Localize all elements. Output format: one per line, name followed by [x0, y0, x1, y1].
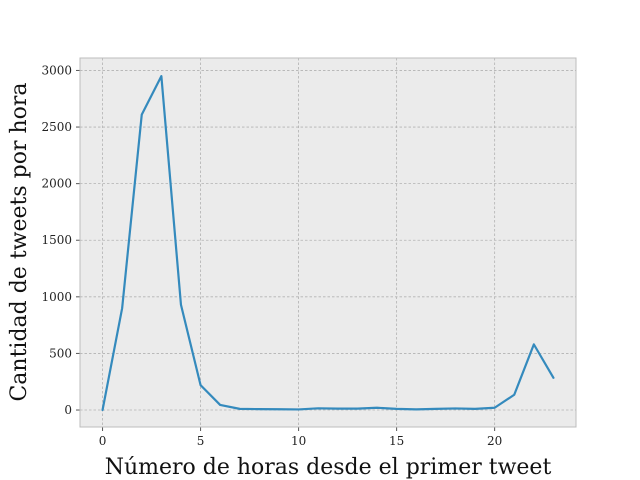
grid-lines: [80, 58, 576, 427]
plot-frame: [79, 57, 577, 428]
series-layer: [101, 75, 555, 412]
x-tick-label: 10: [291, 434, 306, 448]
plot-background: [80, 58, 576, 427]
axis-ticks: 0 5 10 15 20 0 500 1000 1500 2000 2500 3000: [41, 63, 502, 448]
x-axis-title: Número de horas desde el primer tweet: [105, 455, 552, 480]
x-tick-label: 0: [99, 434, 107, 448]
series-line: [101, 75, 555, 412]
y-tick-label: 500: [49, 346, 72, 360]
x-tick-label: 20: [487, 434, 502, 448]
y-tick-label: 0: [64, 403, 72, 417]
x-tick-label: 5: [197, 434, 205, 448]
y-axis-title: Cantidad de tweets por hora: [7, 82, 32, 401]
y-tick-label: 1000: [41, 290, 72, 304]
y-tick-label: 1500: [41, 233, 72, 247]
y-tick-label: 2500: [41, 120, 72, 134]
y-tick-label: 3000: [41, 63, 72, 77]
y-tick-label: 2000: [41, 177, 72, 191]
x-tick-label: 15: [389, 434, 404, 448]
